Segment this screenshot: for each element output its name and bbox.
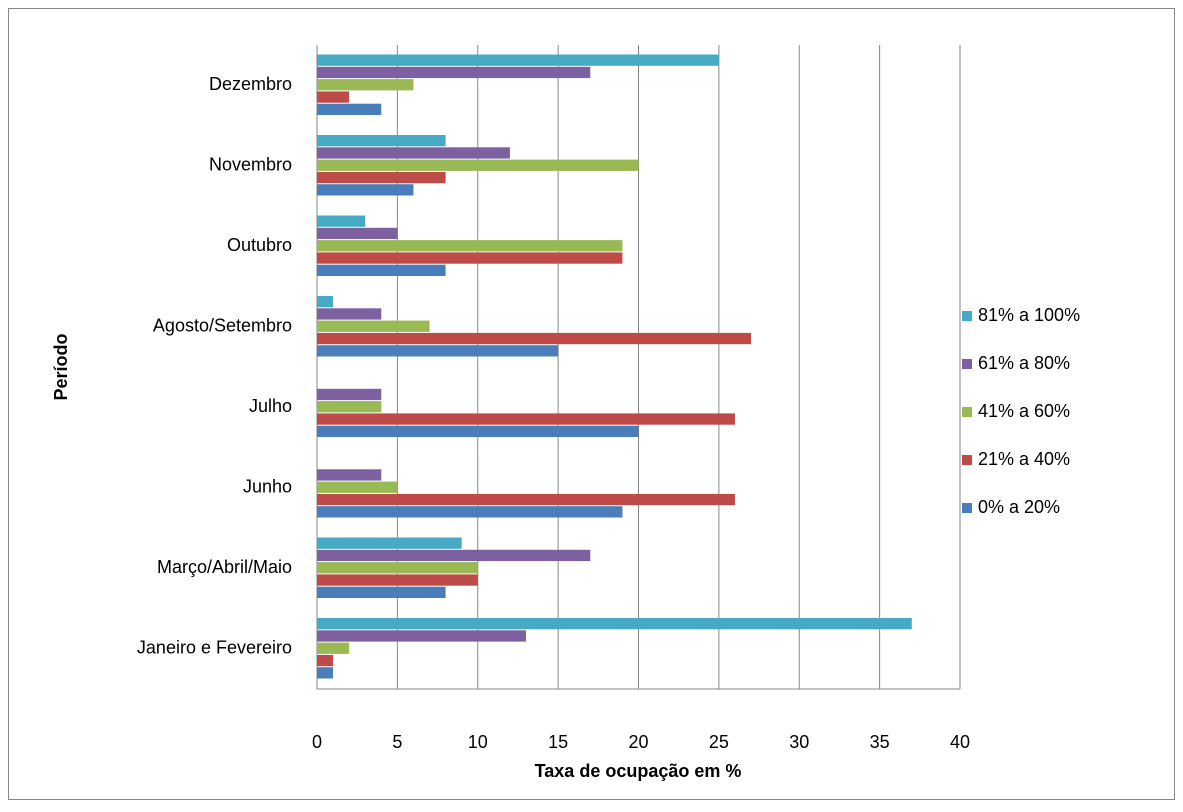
bar xyxy=(317,159,639,171)
bar xyxy=(317,135,446,147)
y-tick-label: Junho xyxy=(243,477,292,497)
bar xyxy=(317,147,510,159)
bar xyxy=(317,667,334,679)
bar xyxy=(317,320,430,332)
legend-label: 81% a 100% xyxy=(978,305,1080,325)
bar xyxy=(317,54,719,66)
bar xyxy=(317,506,623,518)
bar xyxy=(317,215,366,227)
x-axis-label: Taxa de ocupação em % xyxy=(535,761,742,781)
bar xyxy=(317,227,398,240)
x-tick-label: 0 xyxy=(312,732,322,752)
bar xyxy=(317,469,382,481)
legend-label: 21% a 40% xyxy=(978,449,1070,469)
y-tick-label: Novembro xyxy=(209,155,292,175)
legend-swatch xyxy=(962,455,972,465)
bar xyxy=(317,296,334,308)
y-tick-label: Julho xyxy=(249,396,292,416)
bar xyxy=(317,481,398,493)
x-tick-label: 20 xyxy=(628,732,648,752)
y-tick-label: Outubro xyxy=(227,235,292,255)
y-tick-label: Agosto/Setembro xyxy=(153,316,292,336)
x-tick-label: 5 xyxy=(392,732,402,752)
bar xyxy=(317,264,446,276)
legend-swatch xyxy=(962,407,972,417)
y-axis-label: Período xyxy=(51,333,71,400)
legend-swatch xyxy=(962,359,972,369)
x-tick-label: 10 xyxy=(468,732,488,752)
bar xyxy=(317,401,382,413)
x-tick-label: 30 xyxy=(789,732,809,752)
bar xyxy=(317,103,382,115)
bar xyxy=(317,642,350,654)
bar xyxy=(317,574,478,586)
legend-label: 0% a 20% xyxy=(978,497,1060,517)
bar xyxy=(317,184,414,196)
chart-border xyxy=(8,8,1175,800)
bar xyxy=(317,252,623,264)
bar xyxy=(317,388,382,401)
x-tick-label: 35 xyxy=(870,732,890,752)
bar xyxy=(317,562,478,574)
bar xyxy=(317,91,350,103)
bar xyxy=(317,171,446,184)
bar xyxy=(317,654,334,667)
bar xyxy=(317,425,639,437)
y-tick-label: Dezembro xyxy=(209,74,292,94)
y-tick-label: Março/Abril/Maio xyxy=(157,557,292,577)
bar xyxy=(317,79,414,91)
bar xyxy=(317,549,591,562)
bar xyxy=(317,66,591,79)
bar xyxy=(317,332,752,345)
bar xyxy=(317,630,526,642)
legend-label: 61% a 80% xyxy=(978,353,1070,373)
legend-swatch xyxy=(962,503,972,513)
x-tick-label: 15 xyxy=(548,732,568,752)
bar xyxy=(317,413,735,425)
bar xyxy=(317,493,735,506)
bar xyxy=(317,586,446,598)
bar xyxy=(317,537,462,549)
bar xyxy=(317,618,912,630)
bar xyxy=(317,345,559,357)
x-tick-label: 25 xyxy=(709,732,729,752)
bar xyxy=(317,308,382,320)
legend-label: 41% a 60% xyxy=(978,401,1070,421)
y-tick-label: Janeiro e Fevereiro xyxy=(137,638,292,658)
x-tick-label: 40 xyxy=(950,732,970,752)
bar xyxy=(317,240,623,252)
legend-swatch xyxy=(962,311,972,321)
